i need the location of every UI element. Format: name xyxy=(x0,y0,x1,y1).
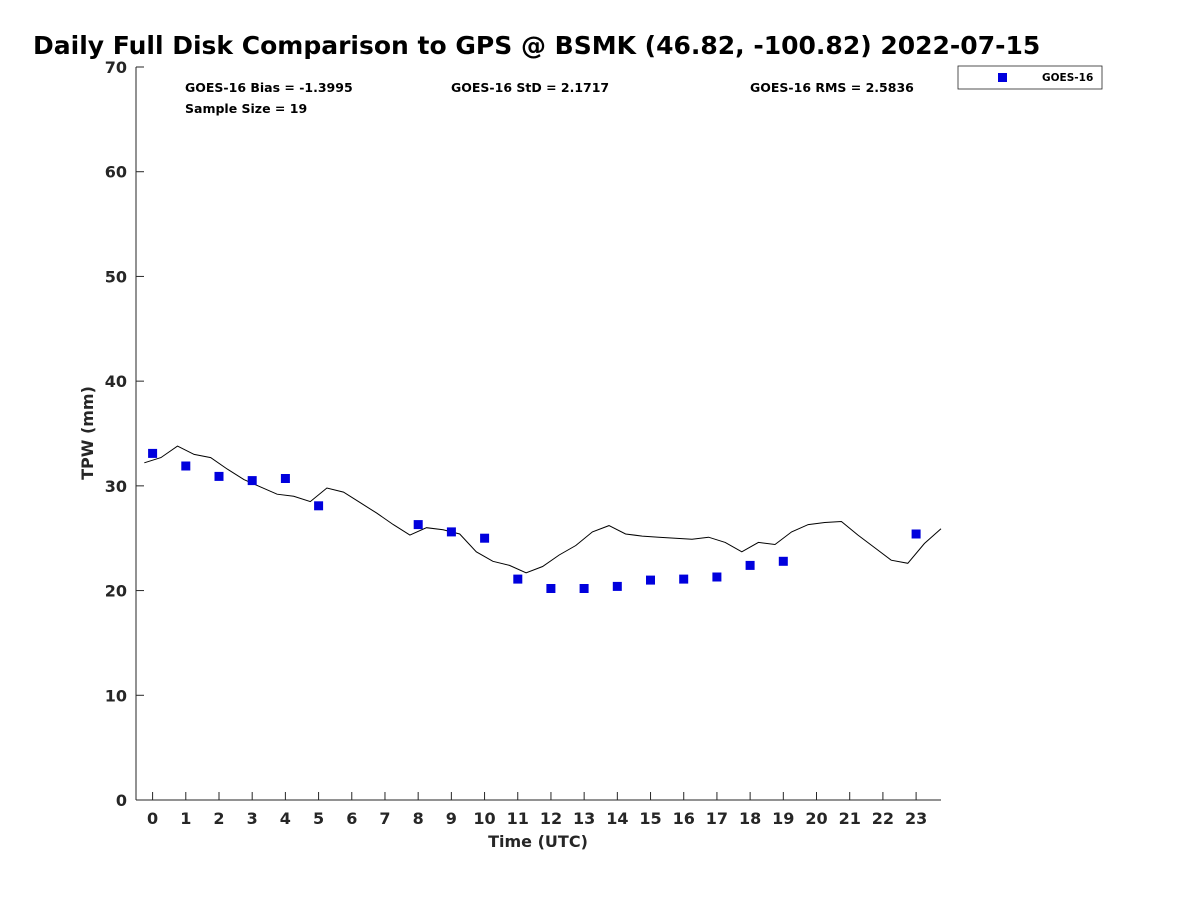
goes16-point xyxy=(612,581,622,591)
x-tick-label: 4 xyxy=(280,809,291,828)
legend-box xyxy=(957,65,1103,90)
x-tick-label: 21 xyxy=(839,809,861,828)
goes16-point xyxy=(413,520,423,530)
y-ticks: 0 10 20 30 40 50 60 70 xyxy=(105,58,144,810)
x-tick-label: 12 xyxy=(540,809,562,828)
x-tick-label: 17 xyxy=(706,809,728,828)
goes16-point xyxy=(247,476,257,486)
goes16-point xyxy=(778,556,788,566)
goes16-point xyxy=(679,574,689,584)
x-tick-label: 14 xyxy=(606,809,628,828)
y-tick-label: 20 xyxy=(105,582,127,601)
x-ticks: 0 1 2 3 4 5 6 7 8 9 10 11 12 13 14 15 16 17 18 19 20 21 22 23 xyxy=(147,792,927,828)
y-axis-label: TPW (mm) xyxy=(78,386,97,480)
goes16-point xyxy=(314,501,324,511)
x-tick-label: 6 xyxy=(346,809,357,828)
x-tick-label: 1 xyxy=(180,809,191,828)
x-tick-label: 11 xyxy=(507,809,529,828)
x-tick-label: 2 xyxy=(213,809,224,828)
goes16-point xyxy=(214,471,224,481)
x-tick-label: 15 xyxy=(639,809,661,828)
x-tick-label: 3 xyxy=(247,809,258,828)
rms-stat: GOES-16 RMS = 2.5836 xyxy=(750,80,914,95)
legend-marker xyxy=(998,73,1007,82)
y-tick-label: 60 xyxy=(105,163,127,182)
goes16-point xyxy=(546,584,556,593)
y-tick-label: 50 xyxy=(105,267,127,286)
x-axis-label: Time (UTC) xyxy=(488,832,588,851)
x-tick-label: 22 xyxy=(872,809,894,828)
x-tick-label: 7 xyxy=(379,809,390,828)
x-tick-label: 19 xyxy=(772,809,794,828)
std-stat: GOES-16 StD = 2.1717 xyxy=(451,80,609,95)
x-tick-label: 10 xyxy=(473,809,495,828)
legend-label: GOES-16 xyxy=(1042,72,1093,84)
chart-title: Daily Full Disk Comparison to GPS @ BSMK… xyxy=(33,31,1040,60)
y-tick-label: 30 xyxy=(105,477,127,496)
goes16-point xyxy=(911,529,921,539)
goes16-points xyxy=(148,448,921,593)
x-tick-label: 20 xyxy=(805,809,827,828)
x-tick-label: 5 xyxy=(313,809,324,828)
x-tick-label: 13 xyxy=(573,809,595,828)
x-tick-label: 0 xyxy=(147,809,158,828)
goes16-point xyxy=(513,574,523,584)
goes16-point xyxy=(148,448,158,458)
goes16-point xyxy=(745,560,755,570)
y-tick-label: 0 xyxy=(116,791,127,810)
bias-stat: GOES-16 Bias = -1.3995 xyxy=(185,80,353,95)
sample-size-stat: Sample Size = 19 xyxy=(185,101,307,116)
y-tick-label: 70 xyxy=(105,58,127,77)
goes16-point xyxy=(446,527,456,537)
x-tick-label: 8 xyxy=(413,809,424,828)
goes16-point xyxy=(181,461,191,471)
goes16-point xyxy=(280,474,290,483)
goes16-point xyxy=(646,575,655,585)
goes16-point xyxy=(480,533,490,543)
goes16-point xyxy=(712,572,722,582)
x-tick-label: 23 xyxy=(905,809,927,828)
x-tick-label: 16 xyxy=(673,809,695,828)
legend: GOES-16 xyxy=(957,65,1103,90)
goes16-point xyxy=(579,584,589,593)
gps-series-line xyxy=(144,445,942,574)
x-tick-label: 18 xyxy=(739,809,761,828)
x-tick-label: 9 xyxy=(446,809,457,828)
y-tick-label: 40 xyxy=(105,372,127,391)
y-tick-label: 10 xyxy=(105,686,127,705)
